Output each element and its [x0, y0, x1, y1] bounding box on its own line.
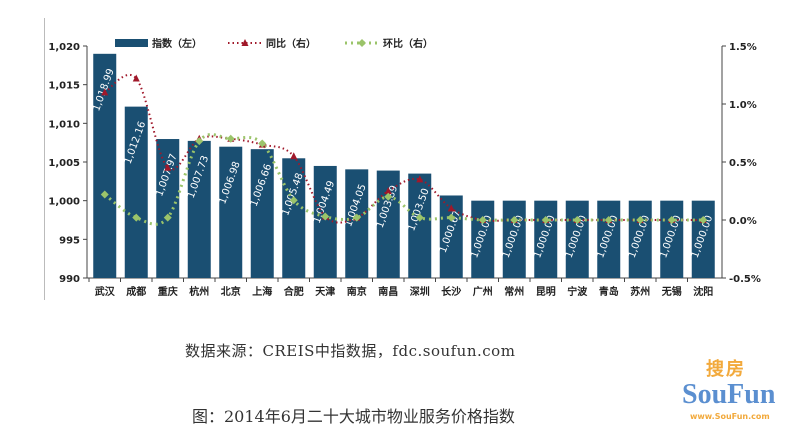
mom-point-北京	[226, 134, 235, 143]
chart-caption: 图：2014年6月二十大城市物业服务价格指数	[192, 407, 515, 426]
bar-天津	[313, 165, 337, 278]
mom-point-无锡	[667, 216, 676, 224]
x-tick-label: 广州	[473, 285, 493, 298]
right-tick-label: 1.0%	[729, 100, 757, 111]
x-tick-label: 成都	[126, 285, 146, 298]
legend-bar-label: 指数（左）	[152, 37, 202, 50]
right-tick-label: 0.0%	[729, 216, 757, 227]
mom-point-青岛	[604, 216, 613, 224]
x-tick-label: 无锡	[661, 285, 682, 298]
legend-yoy-label: 同比（右）	[266, 37, 316, 50]
source-note: 数据来源：CREIS中指数据，fdc.soufun.com	[185, 342, 516, 360]
bar-上海	[250, 149, 274, 278]
mom-point-深圳	[415, 213, 424, 222]
x-tick-label: 沈阳	[693, 285, 713, 298]
bar-昆明	[534, 200, 558, 278]
mom-point-广州	[478, 216, 487, 224]
x-tick-label: 杭州	[189, 285, 209, 298]
bar-北京	[219, 146, 243, 278]
watermark-en: SouFun	[682, 379, 776, 410]
bar-重庆	[156, 139, 180, 278]
yoy-point-深圳	[416, 175, 424, 183]
x-tick-label: 北京	[221, 285, 241, 298]
legend-bar-swatch	[115, 39, 148, 47]
x-tick-label: 重庆	[158, 285, 178, 298]
bar-宁波	[565, 200, 589, 278]
mom-point-天津	[321, 212, 330, 221]
mom-point-常州	[510, 216, 519, 224]
mom-point-长沙	[447, 213, 456, 222]
x-tick-label: 合肥	[283, 285, 304, 298]
mom-point-杭州	[195, 137, 204, 146]
yoy-point-成都	[132, 74, 140, 82]
watermark-url: www.SouFun.com	[690, 412, 770, 421]
bar-杭州	[187, 140, 211, 278]
left-tick-label: 1,015	[48, 81, 80, 92]
mom-point-重庆	[163, 213, 172, 222]
left-tick-label: 1,005	[48, 158, 80, 169]
x-tick-label: 南京	[347, 285, 367, 298]
left-tick-label: 990	[59, 274, 80, 285]
x-tick-label: 南昌	[378, 285, 398, 298]
yoy-point-南昌	[384, 187, 392, 194]
bar-深圳	[408, 173, 432, 278]
mom-point-武汉	[100, 190, 109, 199]
mom-point-宁波	[573, 216, 582, 224]
bar-南京	[345, 169, 369, 278]
x-tick-label: 苏州	[630, 285, 650, 298]
bar-长沙	[439, 195, 463, 278]
bar-合肥	[282, 158, 306, 278]
yoy-point-重庆	[164, 163, 172, 171]
chart-frame-line	[44, 18, 45, 300]
watermark-cn: 搜房	[706, 359, 746, 380]
yoy-point-武汉	[101, 88, 109, 96]
x-tick-label: 长沙	[441, 285, 461, 298]
yoy-point-合肥	[290, 152, 298, 160]
x-tick-label: 青岛	[599, 285, 619, 298]
legend-yoy-marker	[241, 39, 249, 46]
right-tick-label: 1.5%	[729, 42, 757, 53]
mom-point-合肥	[289, 196, 298, 205]
left-tick-label: 1,000	[48, 197, 80, 208]
right-tick-label: 0.5%	[729, 158, 757, 169]
bar-成都	[124, 106, 148, 278]
mom-point-昆明	[541, 216, 550, 224]
soufun-watermark-logo: 搜房 SouFun www.SouFun.com	[676, 360, 796, 430]
x-tick-label: 昆明	[536, 286, 556, 298]
mom-point-沈阳	[699, 216, 708, 224]
mom-point-上海	[258, 139, 267, 148]
x-tick-label: 天津	[315, 285, 335, 298]
mom-point-苏州	[636, 216, 645, 224]
right-tick-label: -0.5%	[729, 274, 761, 285]
chart: 990 995 1,000 1,005 1,010 1,015 1,020 -0.5% 0.0%…	[48, 37, 761, 298]
x-tick-label: 宁波	[567, 285, 588, 298]
left-tick-label: 995	[59, 235, 80, 246]
left-tick-label: 1,020	[48, 42, 80, 53]
legend-mom-marker	[358, 39, 366, 47]
x-tick-label: 上海	[252, 285, 272, 298]
yoy-point-长沙	[447, 204, 455, 212]
legend-mom-label: 环比（右）	[383, 37, 433, 50]
bar-沈阳	[691, 200, 715, 278]
x-tick-label: 武汉	[95, 285, 116, 298]
x-tick-label: 常州	[504, 285, 524, 298]
mom-point-成都	[132, 213, 141, 222]
mom-point-南昌	[384, 192, 393, 201]
bar-武汉	[93, 53, 117, 278]
left-tick-label: 1,010	[48, 119, 80, 130]
x-tick-label: 深圳	[410, 285, 430, 298]
mom-point-南京	[352, 213, 361, 222]
